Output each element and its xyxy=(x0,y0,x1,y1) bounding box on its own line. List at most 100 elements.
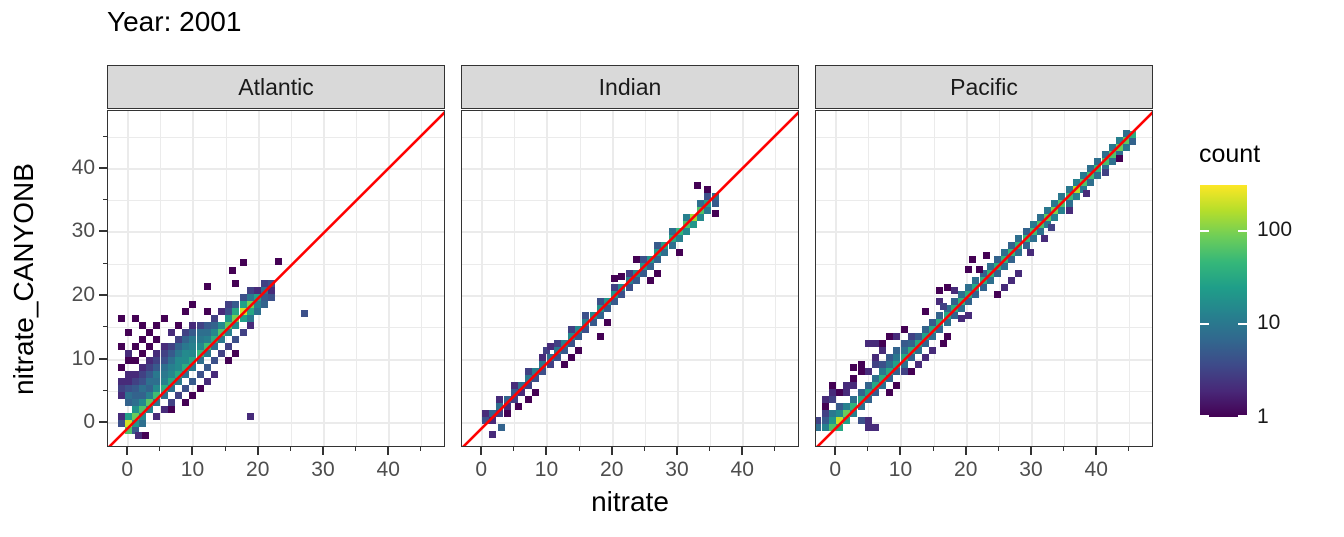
bin-cell xyxy=(1065,199,1073,207)
bin-cell xyxy=(196,321,204,329)
bin-cell xyxy=(117,377,125,385)
x-axis-minor-tick xyxy=(709,447,711,451)
gridline-major-h xyxy=(462,422,798,425)
bin-cell xyxy=(167,405,175,413)
x-axis-tick xyxy=(964,447,967,455)
bin-cell xyxy=(914,360,922,368)
bin-cell xyxy=(647,262,655,270)
bin-cell xyxy=(525,374,533,382)
gridline-major-v xyxy=(481,111,484,446)
bin-cell xyxy=(517,388,525,396)
legend-tick xyxy=(1238,323,1247,326)
gridline-minor-v xyxy=(290,111,292,446)
bin-cell xyxy=(850,381,858,389)
gridline-major-h xyxy=(108,295,444,298)
bin-cell xyxy=(1115,154,1123,162)
bin-cell xyxy=(189,356,197,364)
bin-cell xyxy=(1087,178,1095,186)
bin-cell xyxy=(489,430,497,438)
bin-cell xyxy=(843,409,851,417)
bin-cell xyxy=(124,384,132,392)
gridline-minor-v xyxy=(998,111,1000,446)
bin-cell xyxy=(210,342,218,350)
bin-cell xyxy=(893,332,901,340)
bin-cell xyxy=(117,412,125,420)
panel-atlantic xyxy=(107,110,445,447)
bin-cell xyxy=(1048,223,1056,231)
bin-cell xyxy=(936,311,944,319)
bin-cell xyxy=(153,349,161,357)
bin-cell xyxy=(668,241,676,249)
bin-cell xyxy=(117,342,125,350)
bin-cell xyxy=(160,314,168,322)
bin-cell xyxy=(182,370,190,378)
bin-cell xyxy=(886,332,894,340)
bin-cell xyxy=(1026,248,1034,256)
bin-cell xyxy=(139,349,147,357)
bin-cell xyxy=(1029,234,1037,242)
gridline-minor-h xyxy=(816,263,1152,265)
gridline-minor-h xyxy=(462,390,798,392)
bin-cell xyxy=(153,335,161,343)
x-axis-minor-tick xyxy=(355,447,357,451)
gridline-major-v xyxy=(127,111,130,446)
bin-cell xyxy=(196,342,204,350)
identity-line xyxy=(816,111,1152,446)
bin-cell xyxy=(618,290,626,298)
bin-cell xyxy=(943,311,951,319)
gridline-minor-v xyxy=(579,111,581,446)
bin-cell xyxy=(525,381,533,389)
y-axis-minor-tick xyxy=(103,389,107,391)
bin-cell xyxy=(160,377,168,385)
bin-cell xyxy=(900,360,908,368)
bin-cell xyxy=(174,321,182,329)
bin-cell xyxy=(914,339,922,347)
bin-cell xyxy=(124,349,132,357)
bin-cell xyxy=(539,367,547,375)
bin-cell xyxy=(864,395,872,403)
bin-cell xyxy=(639,269,647,277)
x-axis-tick-label: 40 xyxy=(376,458,400,481)
bin-cell xyxy=(232,279,240,287)
bin-cell xyxy=(153,356,161,364)
bin-cell xyxy=(503,409,511,417)
bin-cell xyxy=(907,367,915,375)
bin-cell xyxy=(510,395,518,403)
bin-cell xyxy=(189,391,197,399)
bin-cell xyxy=(582,311,590,319)
bin-cell xyxy=(1001,262,1009,270)
bin-cell xyxy=(481,409,489,417)
gridline-minor-v xyxy=(1064,111,1066,446)
bin-cell xyxy=(871,423,879,431)
bin-cell xyxy=(704,192,712,200)
bin-cell xyxy=(268,286,276,294)
bin-cell xyxy=(131,377,139,385)
gridline-major-v xyxy=(676,111,679,446)
bin-cell xyxy=(857,395,865,403)
x-axis-tick-label: 10 xyxy=(534,458,559,481)
bin-cell xyxy=(943,332,951,340)
gridline-minor-h xyxy=(462,136,798,138)
bin-cell xyxy=(1008,241,1016,249)
bin-cell xyxy=(1051,199,1059,207)
bin-cell xyxy=(632,255,640,263)
bin-cell xyxy=(146,342,154,350)
bin-cell xyxy=(816,416,822,424)
gridline-minor-v xyxy=(933,111,935,446)
bin-cell xyxy=(1115,136,1123,144)
bin-cell xyxy=(146,405,154,413)
bin-cell xyxy=(182,349,190,357)
y-axis-tick xyxy=(99,294,107,297)
bin-cell xyxy=(835,402,843,410)
bin-cell xyxy=(210,328,218,336)
bin-cell xyxy=(582,325,590,333)
bin-cell xyxy=(167,398,175,406)
bin-cell xyxy=(232,300,240,308)
bin-cell xyxy=(553,353,561,361)
bin-cell xyxy=(210,335,218,343)
gridline-minor-h xyxy=(816,200,1152,202)
bin-cell xyxy=(174,370,182,378)
bin-cell xyxy=(958,314,965,322)
bin-cell xyxy=(496,402,504,410)
bin-cell xyxy=(525,395,533,403)
